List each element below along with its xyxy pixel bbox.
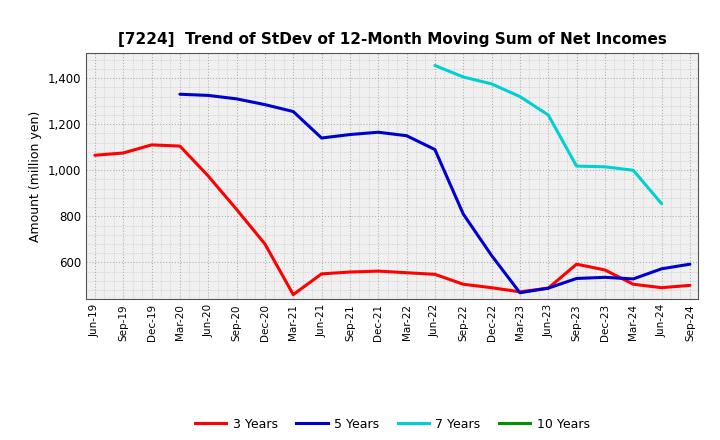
Y-axis label: Amount (million yen): Amount (million yen)	[30, 110, 42, 242]
Title: [7224]  Trend of StDev of 12-Month Moving Sum of Net Incomes: [7224] Trend of StDev of 12-Month Moving…	[118, 33, 667, 48]
Legend: 3 Years, 5 Years, 7 Years, 10 Years: 3 Years, 5 Years, 7 Years, 10 Years	[190, 413, 595, 436]
